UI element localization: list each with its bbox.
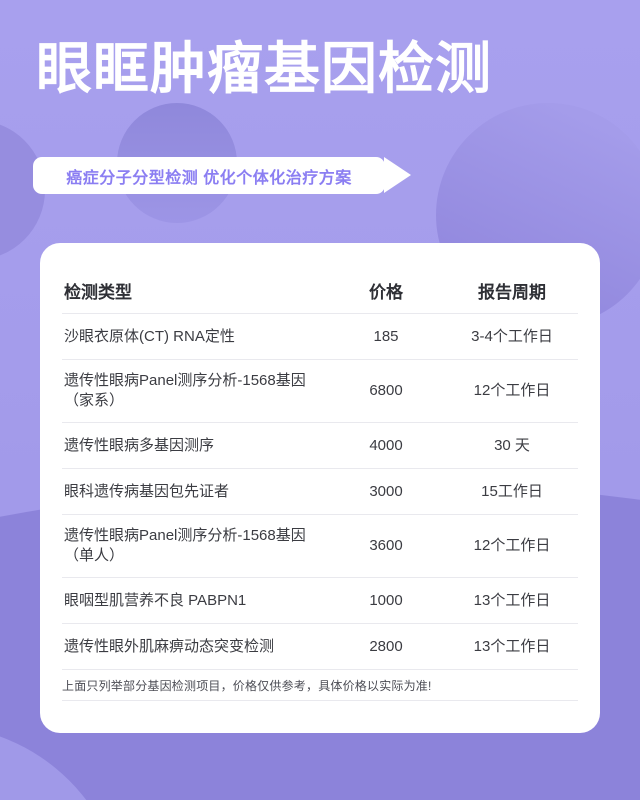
test-type-cell: 遗传性眼外肌麻痹动态突变检测 [64, 637, 275, 655]
column-header-price: 价格 [369, 282, 403, 302]
period-cell: 13个工作日 [473, 591, 551, 609]
price-cell: 3600 [369, 537, 403, 554]
price-cell: 2800 [369, 637, 403, 655]
table-row: 眼咽型肌营养不良 PABPN1 1000 13个工作日 [62, 577, 578, 623]
period-cell: 13个工作日 [473, 637, 551, 655]
period-cell: 15工作日 [481, 482, 543, 500]
test-type-cell: 遗传性眼病Panel测序分析-1568基因（单人） [64, 527, 306, 564]
column-header-test-type: 检测类型 [64, 282, 132, 302]
test-type-cell: 眼科遗传病基因包先证者 [64, 482, 230, 500]
period-cell: 30 天 [494, 436, 530, 454]
table-header-row: 检测类型 价格 报告周期 [62, 243, 578, 313]
price-card: 检测类型 价格 报告周期 沙眼衣原体(CT) RNA定性 185 3-4个工作日遗传… [40, 243, 600, 733]
price-cell: 3000 [369, 482, 403, 500]
table-row: 遗传性眼病多基因测序 4000 30 天 [62, 422, 578, 468]
page-title: 眼眶肿瘤基因检测 [36, 37, 492, 100]
period-cell: 3-4个工作日 [471, 327, 553, 345]
price-cell: 4000 [369, 436, 403, 454]
table-row: 眼科遗传病基因包先证者 3000 15工作日 [62, 468, 578, 514]
subtitle-text: 癌症分子分型检测 优化个体化治疗方案 [66, 169, 352, 187]
table-row: 遗传性眼病Panel测序分析-1568基因（单人） 3600 12个工作日 [62, 514, 578, 577]
disclaimer-text: 上面只列举部分基因检测项目，价格仅供参考，具体价格以实际为准! [62, 678, 432, 693]
price-cell: 1000 [369, 591, 403, 609]
test-type-cell: 眼咽型肌营养不良 PABPN1 [64, 591, 247, 609]
price-cell: 185 [373, 327, 399, 345]
price-cell: 6800 [369, 382, 403, 399]
table-row: 遗传性眼病Panel测序分析-1568基因（家系） 6800 12个工作日 [62, 359, 578, 422]
test-type-cell: 遗传性眼病多基因测序 [64, 436, 215, 454]
test-type-cell: 遗传性眼病Panel测序分析-1568基因（家系） [64, 372, 306, 409]
table-row: 沙眼衣原体(CT) RNA定性 185 3-4个工作日 [62, 313, 578, 359]
period-cell: 12个工作日 [473, 537, 551, 554]
column-header-period: 报告周期 [478, 282, 546, 302]
period-cell: 12个工作日 [473, 382, 551, 399]
table-row: 遗传性眼外肌麻痹动态突变检测 2800 13个工作日 [62, 623, 578, 669]
disclaimer-row: 上面只列举部分基因检测项目，价格仅供参考，具体价格以实际为准! [62, 669, 578, 701]
test-type-cell: 沙眼衣原体(CT) RNA定性 [64, 327, 235, 345]
subtitle-banner: 癌症分子分型检测 优化个体化治疗方案 [33, 157, 411, 194]
price-table-body: 沙眼衣原体(CT) RNA定性 185 3-4个工作日遗传性眼病Panel测序分析-… [62, 313, 578, 669]
